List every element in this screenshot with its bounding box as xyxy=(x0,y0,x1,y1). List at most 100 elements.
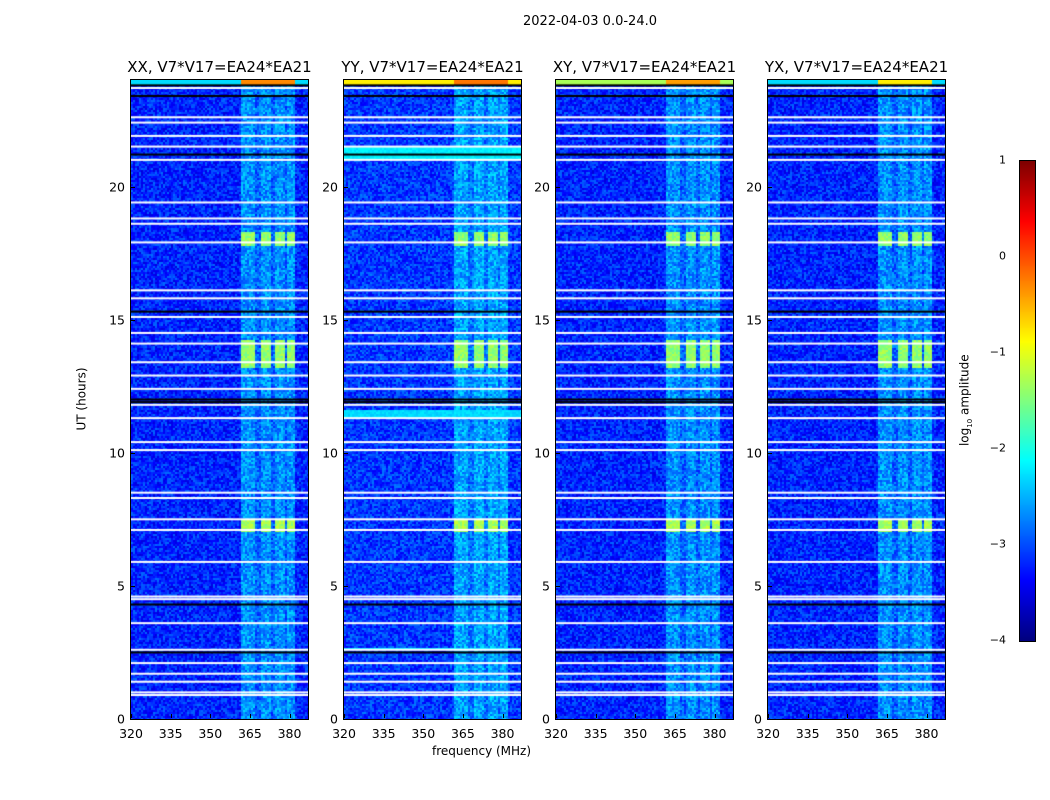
x-tick-label: 335 xyxy=(158,726,183,741)
y-tick-label: 15 xyxy=(746,312,762,328)
y-tick-label: 15 xyxy=(109,312,125,328)
x-tick-label: 380 xyxy=(914,726,939,741)
x-tick-label: 320 xyxy=(119,726,143,741)
spectrogram-panel-4: YX, V7*V17=EA24*EA21 320 335 350 365 380 0 5 10 1… xyxy=(746,58,948,741)
colorbar-tick-label: −1 xyxy=(989,345,1006,359)
y-tick-label: 20 xyxy=(109,179,125,194)
x-tick-mark xyxy=(714,714,716,718)
x-tick-label: 365 xyxy=(237,726,262,741)
y-tick-label: 20 xyxy=(746,179,762,194)
y-tick-mark xyxy=(768,319,772,321)
y-tick-label: 10 xyxy=(322,445,338,461)
x-tick-mark xyxy=(595,714,597,718)
y-tick-mark xyxy=(768,452,772,454)
y-tick-mark xyxy=(131,719,135,720)
x-tick-label: 365 xyxy=(450,726,475,741)
x-tick-label: 335 xyxy=(583,726,608,741)
x-tick-mark xyxy=(210,714,212,718)
panel-title: XX, V7*V17=EA24*EA21 xyxy=(127,58,312,76)
x-tick-label: 320 xyxy=(544,726,568,741)
y-tick-label: 10 xyxy=(109,445,125,461)
y-tick-mark xyxy=(556,585,560,587)
y-tick-mark xyxy=(556,452,560,454)
colorbar xyxy=(1019,160,1036,642)
figure-title: 2022-04-03 0.0-24.0 xyxy=(523,14,657,29)
x-tick-label: 350 xyxy=(623,726,648,741)
x-tick-label: 380 xyxy=(277,726,302,741)
x-tick-mark xyxy=(807,714,809,718)
x-tick-mark xyxy=(289,714,291,718)
y-tick-mark xyxy=(344,452,348,454)
x-tick-mark xyxy=(170,714,172,718)
y-tick-mark xyxy=(131,319,135,321)
x-tick-label: 335 xyxy=(371,726,396,741)
y-tick-label: 20 xyxy=(534,179,550,194)
y-tick-label: 5 xyxy=(117,578,125,594)
colorbar-tick-label: −4 xyxy=(989,633,1006,647)
x-tick-mark xyxy=(462,714,464,718)
y-tick-label: 0 xyxy=(117,711,125,727)
spectrogram-image xyxy=(768,80,945,719)
y-tick-label: 5 xyxy=(542,578,550,594)
y-tick-mark xyxy=(131,186,135,188)
axes-frame xyxy=(343,79,522,720)
y-tick-label: 0 xyxy=(330,711,338,727)
y-tick-label: 10 xyxy=(746,445,762,461)
colorbar-tick-label: −3 xyxy=(989,537,1006,551)
spectrogram-image xyxy=(344,80,521,719)
y-tick-mark xyxy=(556,719,560,720)
y-axis-label: UT (hours) xyxy=(74,367,89,431)
y-tick-label: 15 xyxy=(322,312,338,328)
y-tick-mark xyxy=(768,719,772,720)
spectrogram-panel-1: XX, V7*V17=EA24*EA21 320 335 350 365 380 0 5 10 1… xyxy=(109,58,312,741)
x-tick-label: 365 xyxy=(662,726,687,741)
x-tick-label: 365 xyxy=(874,726,899,741)
spectrogram-panel-3: XY, V7*V17=EA24*EA21 320 335 350 365 380 0 5 10 1… xyxy=(534,58,736,741)
x-tick-mark xyxy=(674,714,676,718)
x-axis-label: frequency (MHz) xyxy=(432,744,532,758)
y-tick-mark xyxy=(344,319,348,321)
y-tick-mark xyxy=(768,186,772,188)
y-tick-label: 10 xyxy=(534,445,550,461)
colorbar-label: log10 amplitude xyxy=(957,354,975,447)
axes-frame xyxy=(555,79,734,720)
colorbar-tick-label: −2 xyxy=(989,441,1006,455)
y-tick-mark xyxy=(344,585,348,587)
panel-title: XY, V7*V17=EA24*EA21 xyxy=(552,58,737,76)
x-tick-mark xyxy=(635,714,637,718)
spectrogram-image xyxy=(131,80,308,719)
x-tick-label: 380 xyxy=(702,726,727,741)
x-tick-mark xyxy=(249,714,251,718)
y-tick-label: 15 xyxy=(534,312,550,328)
x-tick-label: 320 xyxy=(332,726,356,741)
x-tick-label: 380 xyxy=(490,726,515,741)
x-tick-mark xyxy=(926,714,928,718)
y-tick-label: 5 xyxy=(754,578,762,594)
y-tick-mark xyxy=(556,186,560,188)
y-tick-label: 0 xyxy=(542,711,550,727)
y-tick-mark xyxy=(344,186,348,188)
colorbar-tick-label: 0 xyxy=(999,249,1006,263)
y-tick-label: 5 xyxy=(330,578,338,594)
x-tick-mark xyxy=(383,714,385,718)
y-tick-label: 0 xyxy=(754,711,762,727)
x-tick-mark xyxy=(131,714,132,718)
x-tick-mark xyxy=(502,714,504,718)
colorbar-tick-label: 1 xyxy=(999,153,1006,167)
y-tick-mark xyxy=(768,585,772,587)
x-tick-mark xyxy=(847,714,849,718)
x-tick-label: 320 xyxy=(756,726,780,741)
y-tick-label: 20 xyxy=(322,179,338,194)
axes-frame xyxy=(130,79,309,720)
y-tick-mark xyxy=(131,585,135,587)
x-tick-mark xyxy=(768,714,769,718)
panel-title: YY, V7*V17=EA24*EA21 xyxy=(341,58,524,76)
panel-title: YX, V7*V17=EA24*EA21 xyxy=(764,58,949,76)
x-tick-label: 350 xyxy=(835,726,860,741)
x-tick-mark xyxy=(886,714,888,718)
y-tick-mark xyxy=(556,319,560,321)
spectrogram-panel-2: YY, V7*V17=EA24*EA21 320 335 350 365 380 0 5 10 1… xyxy=(322,58,524,741)
x-tick-label: 335 xyxy=(795,726,820,741)
x-tick-label: 350 xyxy=(411,726,436,741)
